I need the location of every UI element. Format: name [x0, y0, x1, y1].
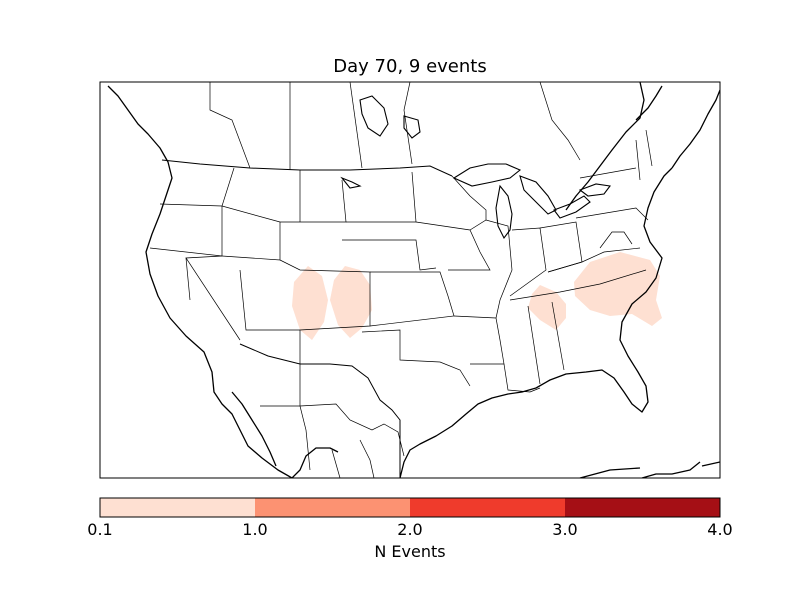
- event-region-colorado-east: [330, 266, 372, 338]
- event-region-colorado-west: [292, 266, 328, 340]
- state-borders: [149, 82, 653, 478]
- map-title: Day 70, 9 events: [333, 56, 487, 77]
- colorbar-tick: 4.0: [707, 520, 733, 539]
- country-borders: [161, 159, 453, 478]
- colorbar-tick: 0.1: [87, 520, 113, 539]
- map-frame: [99, 81, 721, 479]
- colorbar-bin: [410, 498, 565, 517]
- colorbar-tick: 3.0: [552, 520, 578, 539]
- map-layers: [107, 82, 720, 478]
- colorbar-bin: [100, 498, 255, 517]
- great-lakes: [340, 95, 611, 240]
- colorbar-label: N Events: [374, 542, 446, 561]
- colorbar-bin: [255, 498, 410, 517]
- colorbar-tick: 1.0: [242, 520, 268, 539]
- coastline: [107, 82, 720, 478]
- event-region-virginia-carolina: [574, 252, 662, 326]
- colorbar-frame: [99, 497, 721, 518]
- colorbar: [100, 498, 720, 517]
- event-shading: [292, 252, 662, 340]
- event-region-tennessee-georgia: [528, 285, 566, 330]
- colorbar-bin: [565, 498, 720, 517]
- colorbar-tick: 2.0: [397, 520, 423, 539]
